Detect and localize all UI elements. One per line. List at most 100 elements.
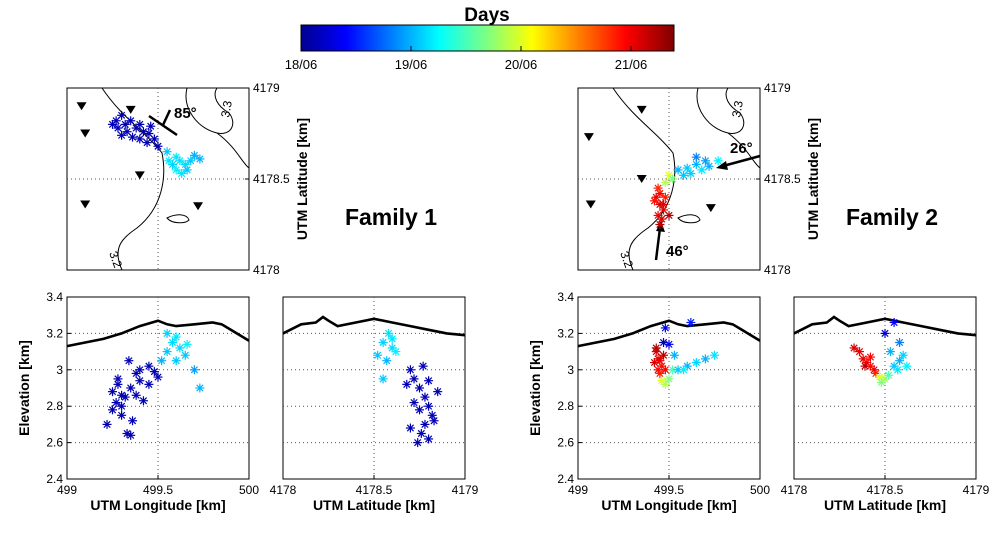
contour-small bbox=[166, 214, 190, 224]
event-marker bbox=[691, 358, 701, 368]
colorbar-tick-label: 18/06 bbox=[285, 57, 318, 72]
y-tick-label: 2.4 bbox=[46, 472, 63, 486]
event-marker bbox=[664, 210, 674, 220]
x-axis-label: UTM Longitude [km] bbox=[601, 497, 736, 513]
event-marker bbox=[135, 119, 145, 129]
event-marker bbox=[660, 379, 670, 389]
event-marker bbox=[855, 347, 865, 357]
event-marker bbox=[902, 361, 912, 371]
colorbar-title: Days bbox=[464, 5, 509, 26]
y-axis-label: Elevation [km] bbox=[16, 340, 32, 436]
event-marker bbox=[876, 378, 886, 388]
event-marker bbox=[126, 383, 136, 393]
event-marker bbox=[660, 192, 670, 202]
topography-line bbox=[793, 315, 977, 337]
arrow-head bbox=[716, 161, 728, 170]
arrow-shaft bbox=[722, 154, 761, 168]
contour-label: 3.3 bbox=[729, 99, 746, 118]
family1-label: Family 1 bbox=[345, 204, 437, 230]
y-tick-label: 4179 bbox=[764, 81, 791, 95]
contour-small bbox=[677, 214, 701, 224]
y-tick-label: 3.4 bbox=[46, 290, 63, 304]
angle-label: 85° bbox=[174, 105, 197, 122]
event-marker bbox=[682, 163, 692, 173]
event-marker bbox=[117, 110, 127, 120]
event-marker bbox=[111, 116, 121, 126]
y-tick-label: 3.2 bbox=[557, 326, 574, 340]
event-marker bbox=[162, 328, 172, 338]
event-marker bbox=[413, 438, 423, 448]
y-axis-label: Elevation [km] bbox=[527, 340, 543, 436]
event-marker bbox=[135, 134, 145, 144]
station-marker bbox=[193, 202, 204, 211]
event-marker bbox=[420, 392, 430, 402]
event-marker bbox=[669, 350, 679, 360]
y-tick-label: 3.4 bbox=[557, 290, 574, 304]
event-marker bbox=[895, 338, 905, 347]
y-tick-label: 3 bbox=[56, 363, 63, 377]
event-marker bbox=[405, 423, 415, 433]
event-marker bbox=[153, 372, 163, 382]
station-marker bbox=[583, 133, 594, 142]
plot-frame bbox=[282, 296, 466, 480]
station-marker bbox=[80, 200, 91, 209]
event-marker bbox=[653, 183, 663, 193]
station-marker bbox=[705, 204, 716, 213]
y-tick-label: 4178.5 bbox=[764, 172, 801, 186]
x-axis-label: UTM Longitude [km] bbox=[90, 497, 225, 513]
y-tick-label: 3 bbox=[567, 363, 574, 377]
station-marker bbox=[636, 175, 647, 183]
event-marker bbox=[871, 368, 881, 378]
event-marker bbox=[679, 365, 689, 375]
x-tick-label: 500 bbox=[750, 483, 770, 497]
dip-tick bbox=[161, 109, 172, 126]
colorbar bbox=[300, 24, 675, 52]
event-marker bbox=[144, 129, 154, 138]
event-marker bbox=[131, 390, 141, 400]
event-marker bbox=[189, 365, 199, 375]
event-marker bbox=[171, 332, 181, 342]
event-marker bbox=[659, 350, 669, 360]
contour-3-3 bbox=[696, 87, 745, 134]
event-marker bbox=[697, 165, 707, 175]
event-marker bbox=[182, 165, 192, 175]
event-marker bbox=[429, 416, 439, 426]
event-marker bbox=[849, 343, 859, 353]
event-marker bbox=[177, 169, 187, 179]
event-marker bbox=[664, 339, 674, 349]
x-axis-label: UTM Latitude [km] bbox=[824, 497, 946, 513]
colorbar-tick-label: 21/06 bbox=[615, 57, 648, 72]
event-marker bbox=[175, 156, 185, 166]
contour-3-3 bbox=[185, 87, 234, 134]
event-marker bbox=[126, 430, 136, 440]
event-marker bbox=[120, 392, 130, 402]
plot-frame bbox=[66, 296, 250, 480]
angle-label: 46° bbox=[666, 243, 689, 260]
event-marker bbox=[898, 350, 908, 360]
topography-line bbox=[577, 319, 761, 348]
station-marker bbox=[76, 102, 87, 111]
event-marker bbox=[108, 405, 117, 415]
contour-3-3b bbox=[216, 132, 250, 169]
event-marker bbox=[387, 334, 397, 344]
event-marker bbox=[418, 361, 428, 371]
event-marker bbox=[113, 123, 123, 133]
family2-label: Family 2 bbox=[846, 204, 938, 230]
event-marker bbox=[149, 367, 159, 377]
event-marker bbox=[668, 174, 678, 184]
y-tick-label: 3.2 bbox=[46, 326, 63, 340]
contour-label: 3.2 bbox=[106, 249, 125, 270]
strike-line bbox=[148, 114, 178, 137]
event-marker bbox=[885, 347, 895, 357]
plot-frame bbox=[793, 296, 977, 480]
x-tick-label: 4178 bbox=[270, 483, 297, 497]
x-tick-label: 499.5 bbox=[654, 483, 684, 497]
event-marker bbox=[415, 383, 424, 393]
colorbar-tick-label: 20/06 bbox=[505, 57, 538, 72]
event-marker bbox=[117, 130, 127, 140]
event-marker bbox=[138, 396, 148, 406]
event-marker bbox=[117, 410, 127, 420]
y-axis-label: UTM Latitude [km] bbox=[805, 118, 821, 240]
event-marker bbox=[664, 374, 674, 384]
